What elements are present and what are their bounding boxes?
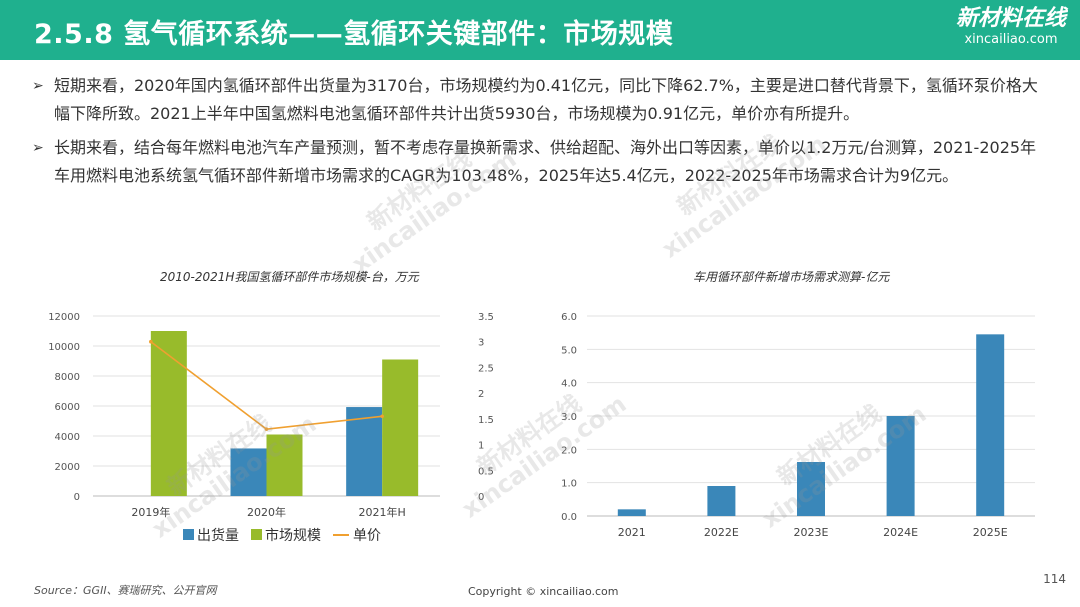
bullet-item-long-term: ➢ 长期来看，结合每年燃料电池汽车产量预测，暂不考虑存量换新需求、供给超配、海外… — [32, 134, 1052, 190]
logo-cn-text: 新材料在线 — [955, 6, 1066, 31]
source-note: Source：GGII、赛瑞研究、公开官网 — [34, 584, 217, 597]
y2-tick-label: 1.5 — [478, 415, 494, 426]
bar-出货量 — [346, 407, 383, 496]
y2-tick-label: 0 — [478, 492, 484, 503]
logo-en-text: xincailiao.com — [964, 32, 1058, 47]
bar-市场规模 — [266, 434, 303, 496]
x-tick-label: 2022E — [704, 526, 739, 539]
header-bar: 2.5.8 氢气循环系统——氢循环关键部件：市场规模 新材料在线 xincail… — [0, 0, 1080, 60]
y-tick-label: 6000 — [55, 402, 80, 413]
bar — [886, 416, 915, 516]
line-point — [264, 427, 269, 431]
chart2-title: 车用循环部件新增市场需求测算-亿元 — [693, 270, 890, 284]
y-tick-label: 0 — [74, 492, 80, 503]
bar — [617, 509, 646, 516]
copyright-text: Copyright © xincailiao.com — [468, 585, 619, 598]
y-tick-label: 5.0 — [561, 345, 577, 356]
y-tick-label: 10000 — [48, 342, 80, 353]
y2-tick-label: 3.5 — [478, 312, 494, 323]
bullet-text: 短期来看，2020年国内氢循环部件出货量为3170台，市场规模约为0.41亿元，… — [54, 76, 1038, 123]
legend-label: 出货量 — [197, 527, 239, 544]
bar-市场规模 — [382, 359, 419, 496]
y-tick-label: 4000 — [55, 432, 80, 443]
bar — [797, 462, 825, 516]
y-tick-label: 12000 — [48, 312, 80, 323]
y-tick-label: 2000 — [55, 462, 80, 473]
line-point — [149, 339, 153, 344]
bullet-arrow-icon: ➢ — [32, 140, 44, 156]
logo: 新材料在线 xincailiao.com — [956, 6, 1066, 48]
chart2-bar-chart: 0.0 1.0 2.0 3.0 4.0 5.0 6.0 2021 2022E 2023E 2024E… — [561, 312, 1035, 539]
bar — [976, 334, 1005, 516]
y2-tick-label: 2 — [478, 389, 484, 400]
y-tick-label: 1.0 — [561, 479, 577, 490]
y2-tick-label: 2.5 — [478, 363, 494, 374]
bar — [707, 486, 736, 516]
x-tick-label: 2023E — [794, 526, 829, 539]
bar-市场规模 — [150, 331, 187, 496]
y2-tick-label: 3 — [478, 338, 484, 349]
legend-swatch-出货量 — [183, 529, 194, 540]
x-tick-label: 2021 — [618, 526, 646, 539]
y-tick-label: 2.0 — [561, 445, 577, 456]
bullet-list: ➢ 短期来看，2020年国内氢循环部件出货量为3170台，市场规模约为0.41亿… — [32, 72, 1052, 196]
legend-label: 单价 — [353, 528, 381, 544]
bullet-item-short-term: ➢ 短期来看，2020年国内氢循环部件出货量为3170台，市场规模约为0.41亿… — [32, 72, 1052, 128]
chart1-combo-chart: 0 2000 4000 6000 8000 10000 12000 0 0.5 1 1.5 2 2.5 3… — [48, 312, 494, 544]
x-tick-label: 2024E — [883, 526, 918, 539]
page-title: 2.5.8 氢气循环系统——氢循环关键部件：市场规模 — [34, 19, 674, 50]
bar-出货量 — [230, 448, 267, 496]
y2-tick-label: 0.5 — [478, 466, 494, 477]
y-tick-label: 0.0 — [561, 512, 577, 523]
y-tick-label: 3.0 — [561, 412, 577, 423]
page-number: 114 — [1043, 572, 1066, 586]
x-tick-label: 2019年 — [131, 505, 170, 519]
line-point — [380, 414, 384, 419]
y-tick-label: 6.0 — [561, 312, 577, 323]
legend-swatch-市场规模 — [251, 529, 262, 540]
x-tick-label: 2021年H — [359, 505, 406, 519]
x-tick-label: 2025E — [973, 526, 1008, 539]
y-tick-label: 4.0 — [561, 379, 577, 390]
legend-label: 市场规模 — [265, 527, 321, 544]
x-tick-label: 2020年 — [247, 505, 286, 519]
bullet-arrow-icon: ➢ — [32, 78, 44, 94]
bullet-text: 长期来看，结合每年燃料电池汽车产量预测，暂不考虑存量换新需求、供给超配、海外出口… — [54, 138, 1037, 185]
y2-tick-label: 1 — [478, 441, 484, 452]
chart1-title: 2010-2021H我国氢循环部件市场规模-台，万元 — [160, 270, 419, 284]
y-tick-label: 8000 — [55, 372, 80, 383]
